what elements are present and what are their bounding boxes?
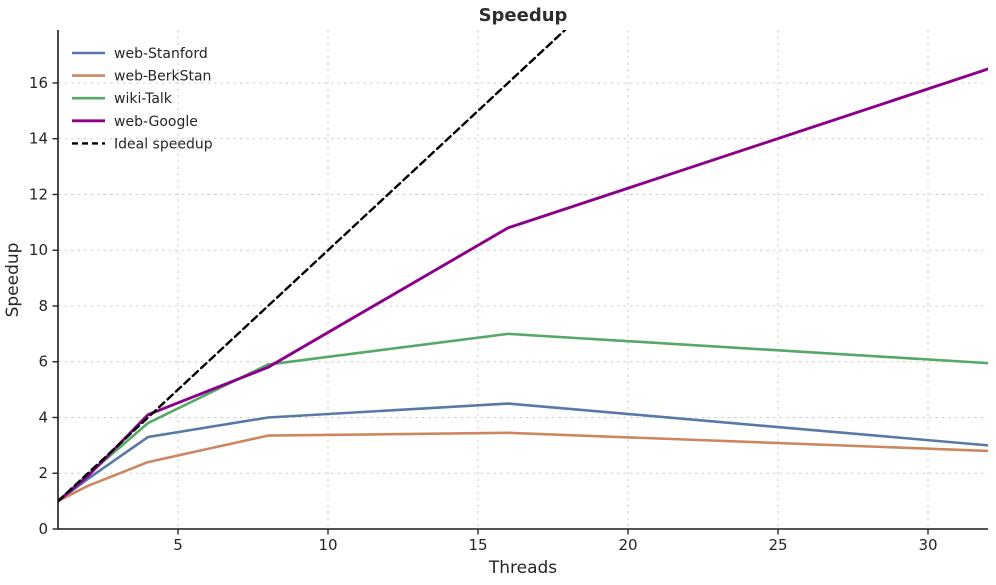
- x-tick-label-25: 25: [768, 536, 787, 554]
- tick-labels: 5 10 15 20 25 30 0 2 4 6 8 10 12 14 16: [29, 74, 938, 554]
- y-tick-label-12: 12: [29, 185, 48, 203]
- y-tick-label-0: 0: [38, 520, 48, 538]
- legend-item-web-google: web-Google: [72, 114, 198, 130]
- legend-label-web-berkstan: web-BerkStan: [114, 69, 211, 85]
- y-tick-label-14: 14: [29, 130, 48, 148]
- y-tick-label-2: 2: [38, 464, 48, 482]
- gridlines: [58, 30, 988, 529]
- legend-label-web-stanford: web-Stanford: [114, 46, 208, 62]
- axis-ticks: [52, 82, 929, 535]
- legend-item-ideal-speedup: Ideal speedup: [72, 136, 213, 152]
- series-line-wiki-talk: [58, 332, 988, 503]
- x-tick-label-15: 15: [468, 536, 487, 554]
- legend-label-web-google: web-Google: [114, 114, 198, 130]
- y-tick-label-16: 16: [29, 74, 48, 92]
- y-tick-label-10: 10: [29, 241, 48, 259]
- series-line-web-stanford: [58, 402, 988, 503]
- y-tick-label-6: 6: [38, 353, 48, 371]
- y-tick-label-8: 8: [38, 297, 48, 315]
- x-tick-label-30: 30: [918, 536, 937, 554]
- x-tick-label-20: 20: [618, 536, 637, 554]
- legend: web-Stanford web-BerkStan wiki-Talk web-Goo…: [72, 46, 213, 152]
- legend-label-ideal-speedup: Ideal speedup: [114, 136, 213, 152]
- series-line-web-google: [58, 67, 988, 503]
- y-tick-label-4: 4: [38, 408, 48, 426]
- series-lines: [58, 30, 988, 503]
- legend-item-wiki-talk: wiki-Talk: [72, 91, 173, 107]
- legend-label-wiki-talk: wiki-Talk: [114, 91, 173, 107]
- x-tick-label-10: 10: [318, 536, 337, 554]
- legend-item-web-berkstan: web-BerkStan: [72, 69, 211, 85]
- chart-title: Speedup: [479, 5, 568, 26]
- x-tick-label-5: 5: [173, 536, 183, 554]
- y-axis-label: Speedup: [3, 243, 23, 318]
- series-line-web-berkstan: [58, 431, 988, 503]
- legend-item-web-stanford: web-Stanford: [72, 46, 208, 62]
- axis-spines: [57, 30, 988, 530]
- x-axis-label: Threads: [488, 558, 557, 578]
- series-line-ideal-speedup: [58, 30, 567, 503]
